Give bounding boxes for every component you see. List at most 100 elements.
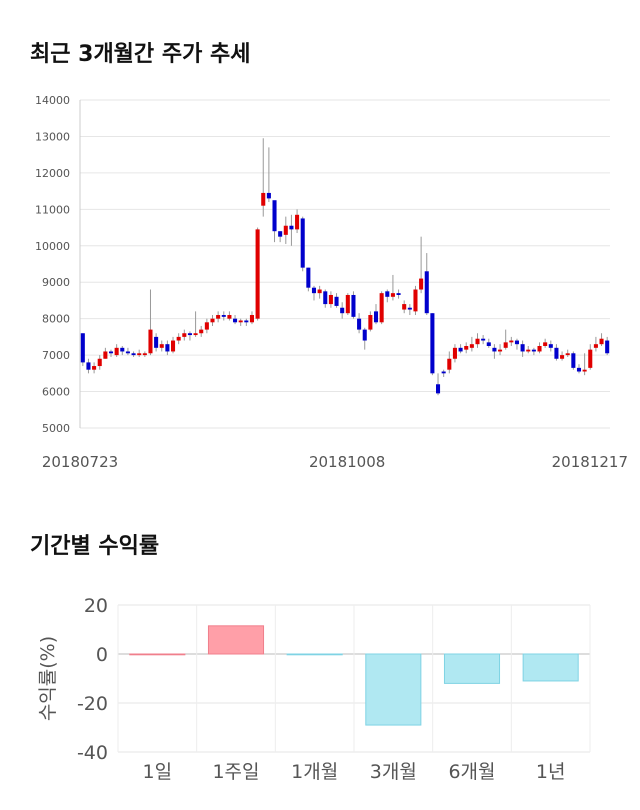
x-tick-label: 20181217 bbox=[552, 453, 628, 471]
candle-body bbox=[503, 342, 508, 348]
candle-body bbox=[458, 347, 463, 352]
candle-body bbox=[187, 333, 192, 336]
candle-body bbox=[142, 353, 147, 356]
candle-body bbox=[238, 320, 243, 323]
x-tick-label: 1주일 bbox=[212, 761, 259, 783]
candle-body bbox=[424, 271, 429, 314]
candle-body bbox=[419, 278, 424, 290]
candle-body bbox=[520, 344, 525, 352]
candle-body bbox=[295, 214, 300, 230]
x-tick-label: 3개월 bbox=[370, 761, 417, 783]
candle-body bbox=[306, 267, 311, 288]
y-tick-label: 12000 bbox=[35, 167, 70, 180]
return-bar bbox=[286, 653, 343, 656]
candle-body bbox=[548, 344, 553, 348]
x-tick-label: 20180723 bbox=[42, 453, 118, 471]
candle-body bbox=[340, 307, 345, 314]
candle-body bbox=[216, 315, 221, 319]
candle-body bbox=[131, 353, 136, 356]
candle-body bbox=[176, 336, 181, 341]
candle-body bbox=[357, 318, 362, 330]
candle-body bbox=[92, 366, 97, 370]
candle-body bbox=[514, 340, 519, 345]
x-tick-label: 1년 bbox=[536, 761, 566, 783]
candle-body bbox=[588, 349, 593, 368]
candle-body bbox=[227, 315, 232, 319]
candle-body bbox=[537, 346, 542, 352]
candle-body bbox=[103, 351, 108, 359]
candle-body bbox=[159, 344, 164, 348]
x-tick-label: 6개월 bbox=[448, 761, 495, 783]
candle-body bbox=[328, 294, 333, 305]
candle-body bbox=[255, 229, 260, 319]
candle-body bbox=[368, 315, 373, 330]
candle-body bbox=[447, 358, 452, 370]
y-tick-label: 6000 bbox=[42, 386, 70, 399]
candle-body bbox=[120, 347, 125, 352]
candle-body bbox=[576, 367, 582, 372]
return-bar bbox=[443, 653, 501, 684]
candle-body bbox=[531, 349, 536, 352]
candle-body bbox=[249, 315, 254, 323]
candle-body bbox=[492, 347, 497, 352]
candle-body bbox=[193, 333, 198, 336]
candle-body bbox=[233, 318, 238, 323]
candle-body bbox=[165, 344, 170, 352]
y-tick-label: 7000 bbox=[42, 349, 70, 362]
y-tick-label: 10000 bbox=[35, 240, 70, 253]
x-tick-label: 1일 bbox=[143, 761, 173, 783]
y-tick-label: 0 bbox=[96, 644, 108, 666]
candle-body bbox=[560, 355, 565, 359]
candle-body bbox=[452, 347, 457, 359]
candle-body bbox=[283, 225, 288, 235]
candle-body bbox=[244, 320, 249, 323]
return-bar bbox=[129, 653, 186, 656]
candle-body bbox=[261, 192, 266, 206]
candle-body bbox=[323, 291, 328, 305]
period-returns-title: 기간별 수익률 bbox=[30, 534, 160, 559]
y-tick-label: 20 bbox=[84, 595, 108, 617]
candle-body bbox=[345, 294, 350, 314]
price-trend-title: 최근 3개월간 주가 추세 bbox=[30, 42, 251, 67]
candle-body bbox=[475, 338, 480, 345]
candle-body bbox=[317, 289, 322, 294]
x-tick-label: 20181008 bbox=[309, 453, 385, 471]
candle-body bbox=[334, 296, 339, 306]
candle-body bbox=[80, 333, 85, 363]
y-axis-label: 수익률(%) bbox=[37, 636, 59, 721]
candle-body bbox=[311, 287, 317, 294]
candle-body bbox=[373, 311, 379, 323]
candle-body bbox=[396, 293, 401, 295]
candle-body bbox=[97, 358, 102, 367]
return-bar bbox=[207, 625, 265, 655]
candle-body bbox=[526, 349, 531, 352]
candle-body bbox=[108, 351, 114, 354]
candle-body bbox=[441, 371, 446, 374]
candle-body bbox=[114, 347, 119, 356]
candle-body bbox=[469, 344, 474, 348]
candle-body bbox=[565, 353, 570, 356]
candle-body bbox=[554, 347, 559, 359]
price-candlestick-chart: 5000 6000 7000 8000 9000 10000 11000 12000 13000… bbox=[35, 94, 628, 471]
candle-body bbox=[278, 231, 283, 237]
candle-body bbox=[300, 218, 305, 268]
y-tick-label: 8000 bbox=[42, 313, 70, 326]
candle-body bbox=[266, 192, 271, 199]
candle-body bbox=[571, 353, 576, 368]
y-tick-label: 11000 bbox=[35, 203, 70, 216]
candle-body bbox=[605, 340, 610, 354]
return-bar bbox=[522, 653, 579, 682]
candle-body bbox=[351, 294, 356, 317]
candle-body bbox=[464, 346, 469, 350]
candle-body bbox=[86, 362, 91, 370]
y-tick-label: -40 bbox=[77, 742, 108, 764]
candle-body bbox=[204, 322, 209, 330]
candle-body bbox=[379, 293, 384, 323]
candle-body bbox=[154, 336, 159, 348]
y-tick-label: 5000 bbox=[42, 422, 70, 435]
candle-body bbox=[486, 342, 491, 346]
candle-body bbox=[362, 329, 367, 341]
candle-body bbox=[407, 307, 412, 310]
candle-body bbox=[221, 315, 226, 317]
candle-body bbox=[289, 225, 294, 230]
